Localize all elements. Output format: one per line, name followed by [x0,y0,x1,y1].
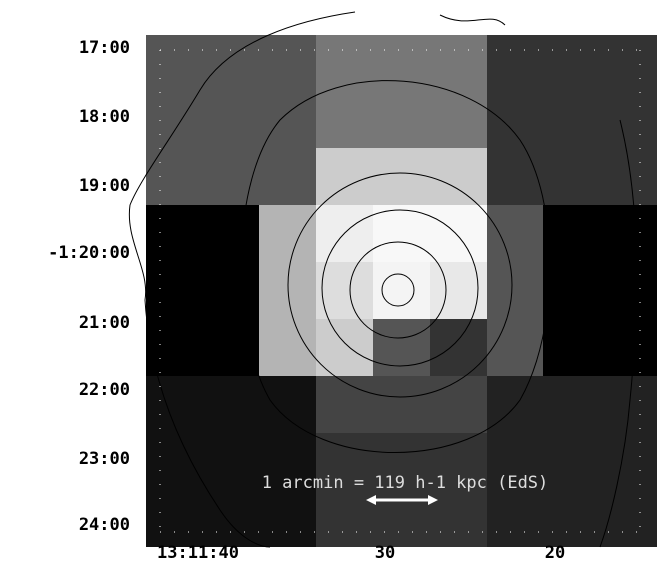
y-tick-label: 19:00 [79,176,130,196]
y-tick-label: 22:00 [79,380,130,400]
x-tick-label: 13:11:40 [157,543,239,562]
y-tick-label: 21:00 [79,313,130,333]
y-tick-label: -1:20:00 [48,243,130,263]
x-tick-label: 20 [545,543,565,562]
y-tick-label: 24:00 [79,515,130,535]
scale-annotation: 1 arcmin = 119 h-1 kpc (EdS) [262,473,549,493]
y-tick-label: 23:00 [79,449,130,469]
image [146,35,657,547]
y-tick-label: 18:00 [79,107,130,127]
x-tick-label: 30 [375,543,395,562]
y-tick-label: 17:00 [79,38,130,58]
figure: 1 arcmin = 119 h-1 kpc (EdS) 17:00 18:00 1… [0,0,662,562]
